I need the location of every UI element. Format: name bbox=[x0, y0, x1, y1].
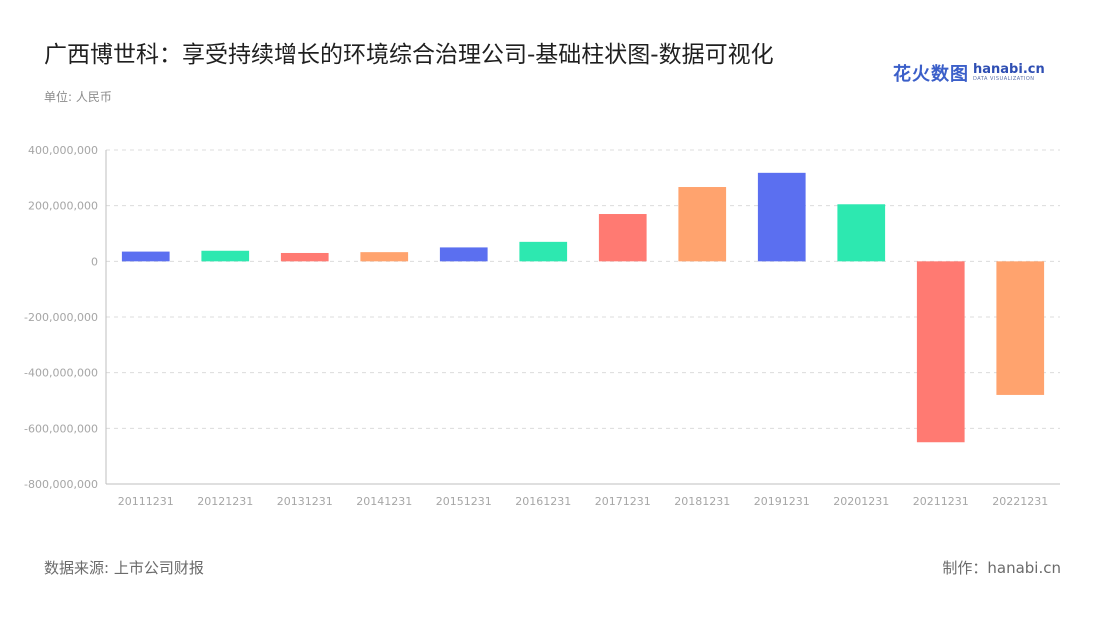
y-tick-label: 400,000,000 bbox=[28, 144, 98, 157]
x-tick-label: 20201231 bbox=[833, 495, 889, 508]
bar-20121231[interactable] bbox=[201, 250, 250, 262]
bar-20141231[interactable] bbox=[360, 252, 409, 262]
bar-20191231[interactable] bbox=[757, 172, 806, 262]
y-tick-label: -200,000,000 bbox=[24, 311, 98, 324]
unit-label: 单位: 人民币 bbox=[44, 90, 112, 104]
y-tick-label: -800,000,000 bbox=[24, 478, 98, 491]
bar-20181231[interactable] bbox=[678, 187, 727, 262]
logo-en-text: hanabi.cn bbox=[973, 62, 1045, 77]
bar-20211231[interactable] bbox=[916, 261, 965, 443]
logo-cn-text: 花火数图 bbox=[893, 64, 969, 85]
bar-20221231[interactable] bbox=[996, 261, 1045, 395]
x-tick-label: 20171231 bbox=[595, 495, 651, 508]
bar-20161231[interactable] bbox=[519, 241, 568, 262]
y-tick-label: -400,000,000 bbox=[24, 367, 98, 380]
bar-20111231[interactable] bbox=[121, 251, 170, 262]
brand-logo: 花火数图 hanabi.cn DATA VISUALIZATION bbox=[893, 60, 1045, 86]
logo-en-block: hanabi.cn DATA VISUALIZATION bbox=[973, 63, 1045, 83]
bar-20131231[interactable] bbox=[280, 252, 329, 262]
y-tick-label: -600,000,000 bbox=[24, 422, 98, 435]
logo-en-subtext: DATA VISUALIZATION bbox=[973, 76, 1035, 82]
bar-20171231[interactable] bbox=[598, 214, 647, 262]
y-tick-label: 0 bbox=[91, 255, 98, 268]
grid-layer bbox=[106, 149, 1060, 429]
x-tick-label: 20181231 bbox=[674, 495, 730, 508]
x-tick-label: 20131231 bbox=[277, 495, 333, 508]
chart-title: 广西博世科：享受持续增长的环境综合治理公司-基础柱状图-数据可视化 bbox=[44, 42, 774, 68]
x-tick-label: 20151231 bbox=[436, 495, 492, 508]
bar-layer bbox=[121, 172, 1045, 443]
x-tick-label: 20141231 bbox=[356, 495, 412, 508]
y-tick-label: 200,000,000 bbox=[28, 200, 98, 213]
x-tick-label: 20191231 bbox=[754, 495, 810, 508]
x-tick-label: 20211231 bbox=[913, 495, 969, 508]
x-tick-label: 20111231 bbox=[118, 495, 174, 508]
x-tick-label: 20161231 bbox=[515, 495, 571, 508]
bar-20151231[interactable] bbox=[439, 247, 488, 262]
x-tick-label: 20121231 bbox=[197, 495, 253, 508]
bar-20201231[interactable] bbox=[837, 204, 886, 262]
data-source: 数据来源: 上市公司财报 bbox=[44, 559, 204, 577]
axis-layer: 400,000,000 200,000,000 0 -200,000,000 -400,… bbox=[24, 144, 1060, 508]
credit-text: 制作：hanabi.cn bbox=[942, 559, 1061, 577]
x-tick-label: 20221231 bbox=[992, 495, 1048, 508]
